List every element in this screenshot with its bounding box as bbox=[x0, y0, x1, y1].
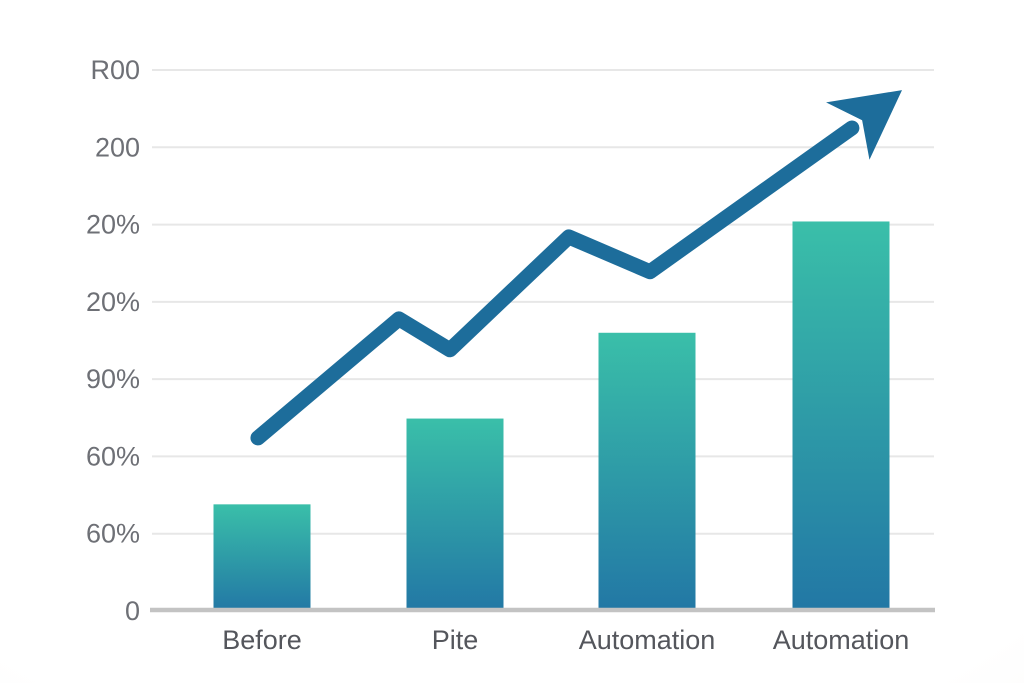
x-category-label: Pite bbox=[432, 625, 479, 655]
bar bbox=[406, 418, 504, 612]
y-axis-tick-labels: R00 200 20% 20% 90% 60% 60% 0 bbox=[86, 55, 140, 626]
bar bbox=[792, 221, 890, 613]
bar bbox=[213, 504, 311, 612]
x-category-label: Automation bbox=[579, 625, 716, 655]
y-tick-label: 200 bbox=[95, 132, 140, 162]
x-axis-category-labels: Before Pite Automation Automation bbox=[222, 625, 909, 655]
bar bbox=[598, 332, 696, 612]
x-category-label: Automation bbox=[773, 625, 910, 655]
y-tick-label: 60% bbox=[86, 519, 140, 549]
y-tick-label: 0 bbox=[125, 596, 140, 626]
bars bbox=[213, 221, 890, 613]
x-category-label: Before bbox=[222, 625, 302, 655]
trend-arrow bbox=[250, 90, 903, 446]
y-tick-label: 60% bbox=[86, 441, 140, 471]
trend-line bbox=[250, 120, 860, 446]
y-tick-label: 90% bbox=[86, 364, 140, 394]
arrowhead-icon bbox=[826, 90, 903, 160]
y-tick-label: 20% bbox=[86, 210, 140, 240]
y-tick-label: 20% bbox=[86, 287, 140, 317]
y-tick-label: R00 bbox=[90, 55, 140, 85]
